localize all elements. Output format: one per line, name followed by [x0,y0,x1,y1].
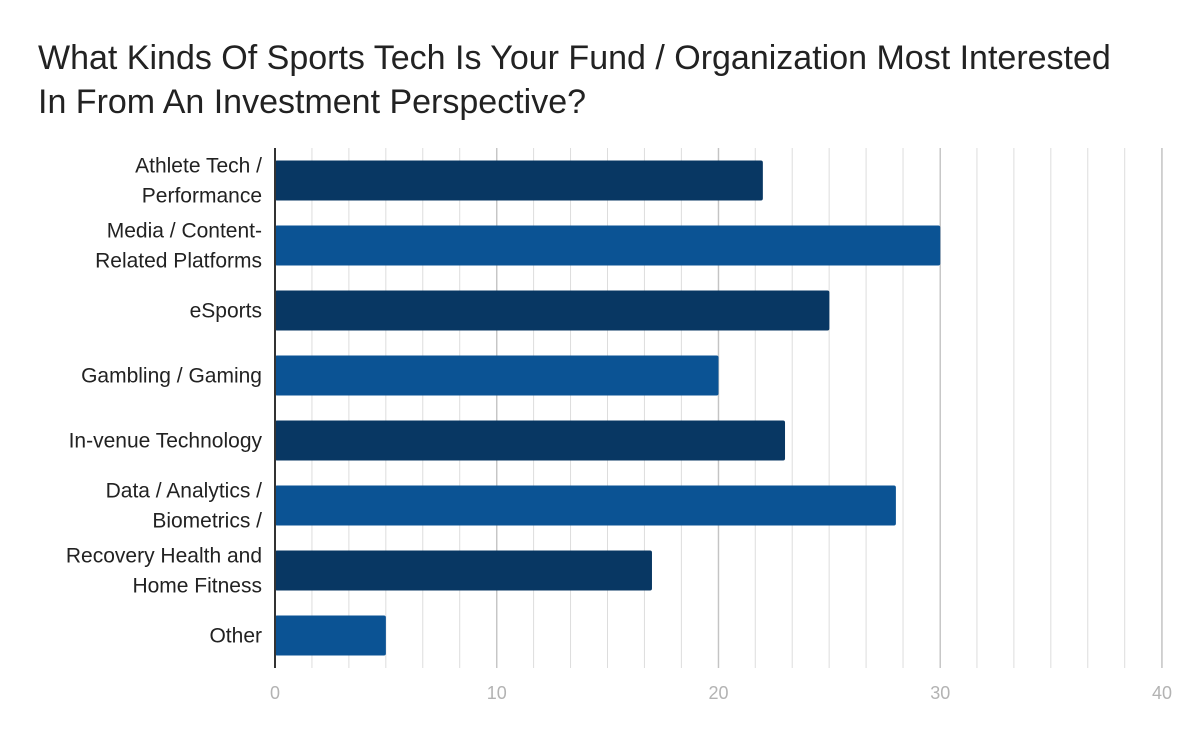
bar [275,290,830,331]
category-label-line: Athlete Tech / [135,155,262,178]
category-label: Other [209,625,262,648]
category-label: Data / Analytics / Biometrics / [106,480,263,533]
category-label-line: Media / Content- [107,220,262,243]
category-label-line: Data / Analytics / [106,480,263,503]
bar [275,160,763,201]
x-tick-label: 20 [708,683,728,703]
category-label-line: Performance [142,185,262,208]
category-label: Gambling / Gaming [81,365,262,388]
x-tick-label: 0 [270,683,280,703]
bar [275,225,941,266]
category-label-line: Other [209,625,262,648]
category-label-line: Related Platforms [95,250,262,273]
x-tick-label: 40 [1152,683,1172,703]
bars [275,160,941,656]
category-label: In-venue Technology [69,430,263,453]
bar [275,615,386,656]
category-label-line: Biometrics / [152,510,262,533]
category-label-line: Home Fitness [132,575,262,598]
category-label-line: In-venue Technology [69,430,263,453]
x-tick-label: 30 [930,683,950,703]
tick-labels: 0 10 20 30 40 [270,683,1172,703]
category-label: Athlete Tech / Performance [135,155,262,208]
category-label-line: eSports [190,300,262,323]
x-tick-label: 10 [487,683,507,703]
chart-title: What Kinds Of Sports Tech Is Your Fund /… [38,39,1111,121]
bar [275,550,652,591]
category-label: Recovery Health and Home Fitness [66,545,262,598]
bar [275,420,786,461]
category-labels: Athlete Tech / Performance Media / Content… [66,155,263,648]
bar [275,485,896,526]
category-label-line: Gambling / Gaming [81,365,262,388]
category-label: Media / Content- Related Platforms [95,220,262,273]
category-label-line: Recovery Health and [66,545,262,568]
bar [275,355,719,396]
category-label: eSports [190,300,262,323]
